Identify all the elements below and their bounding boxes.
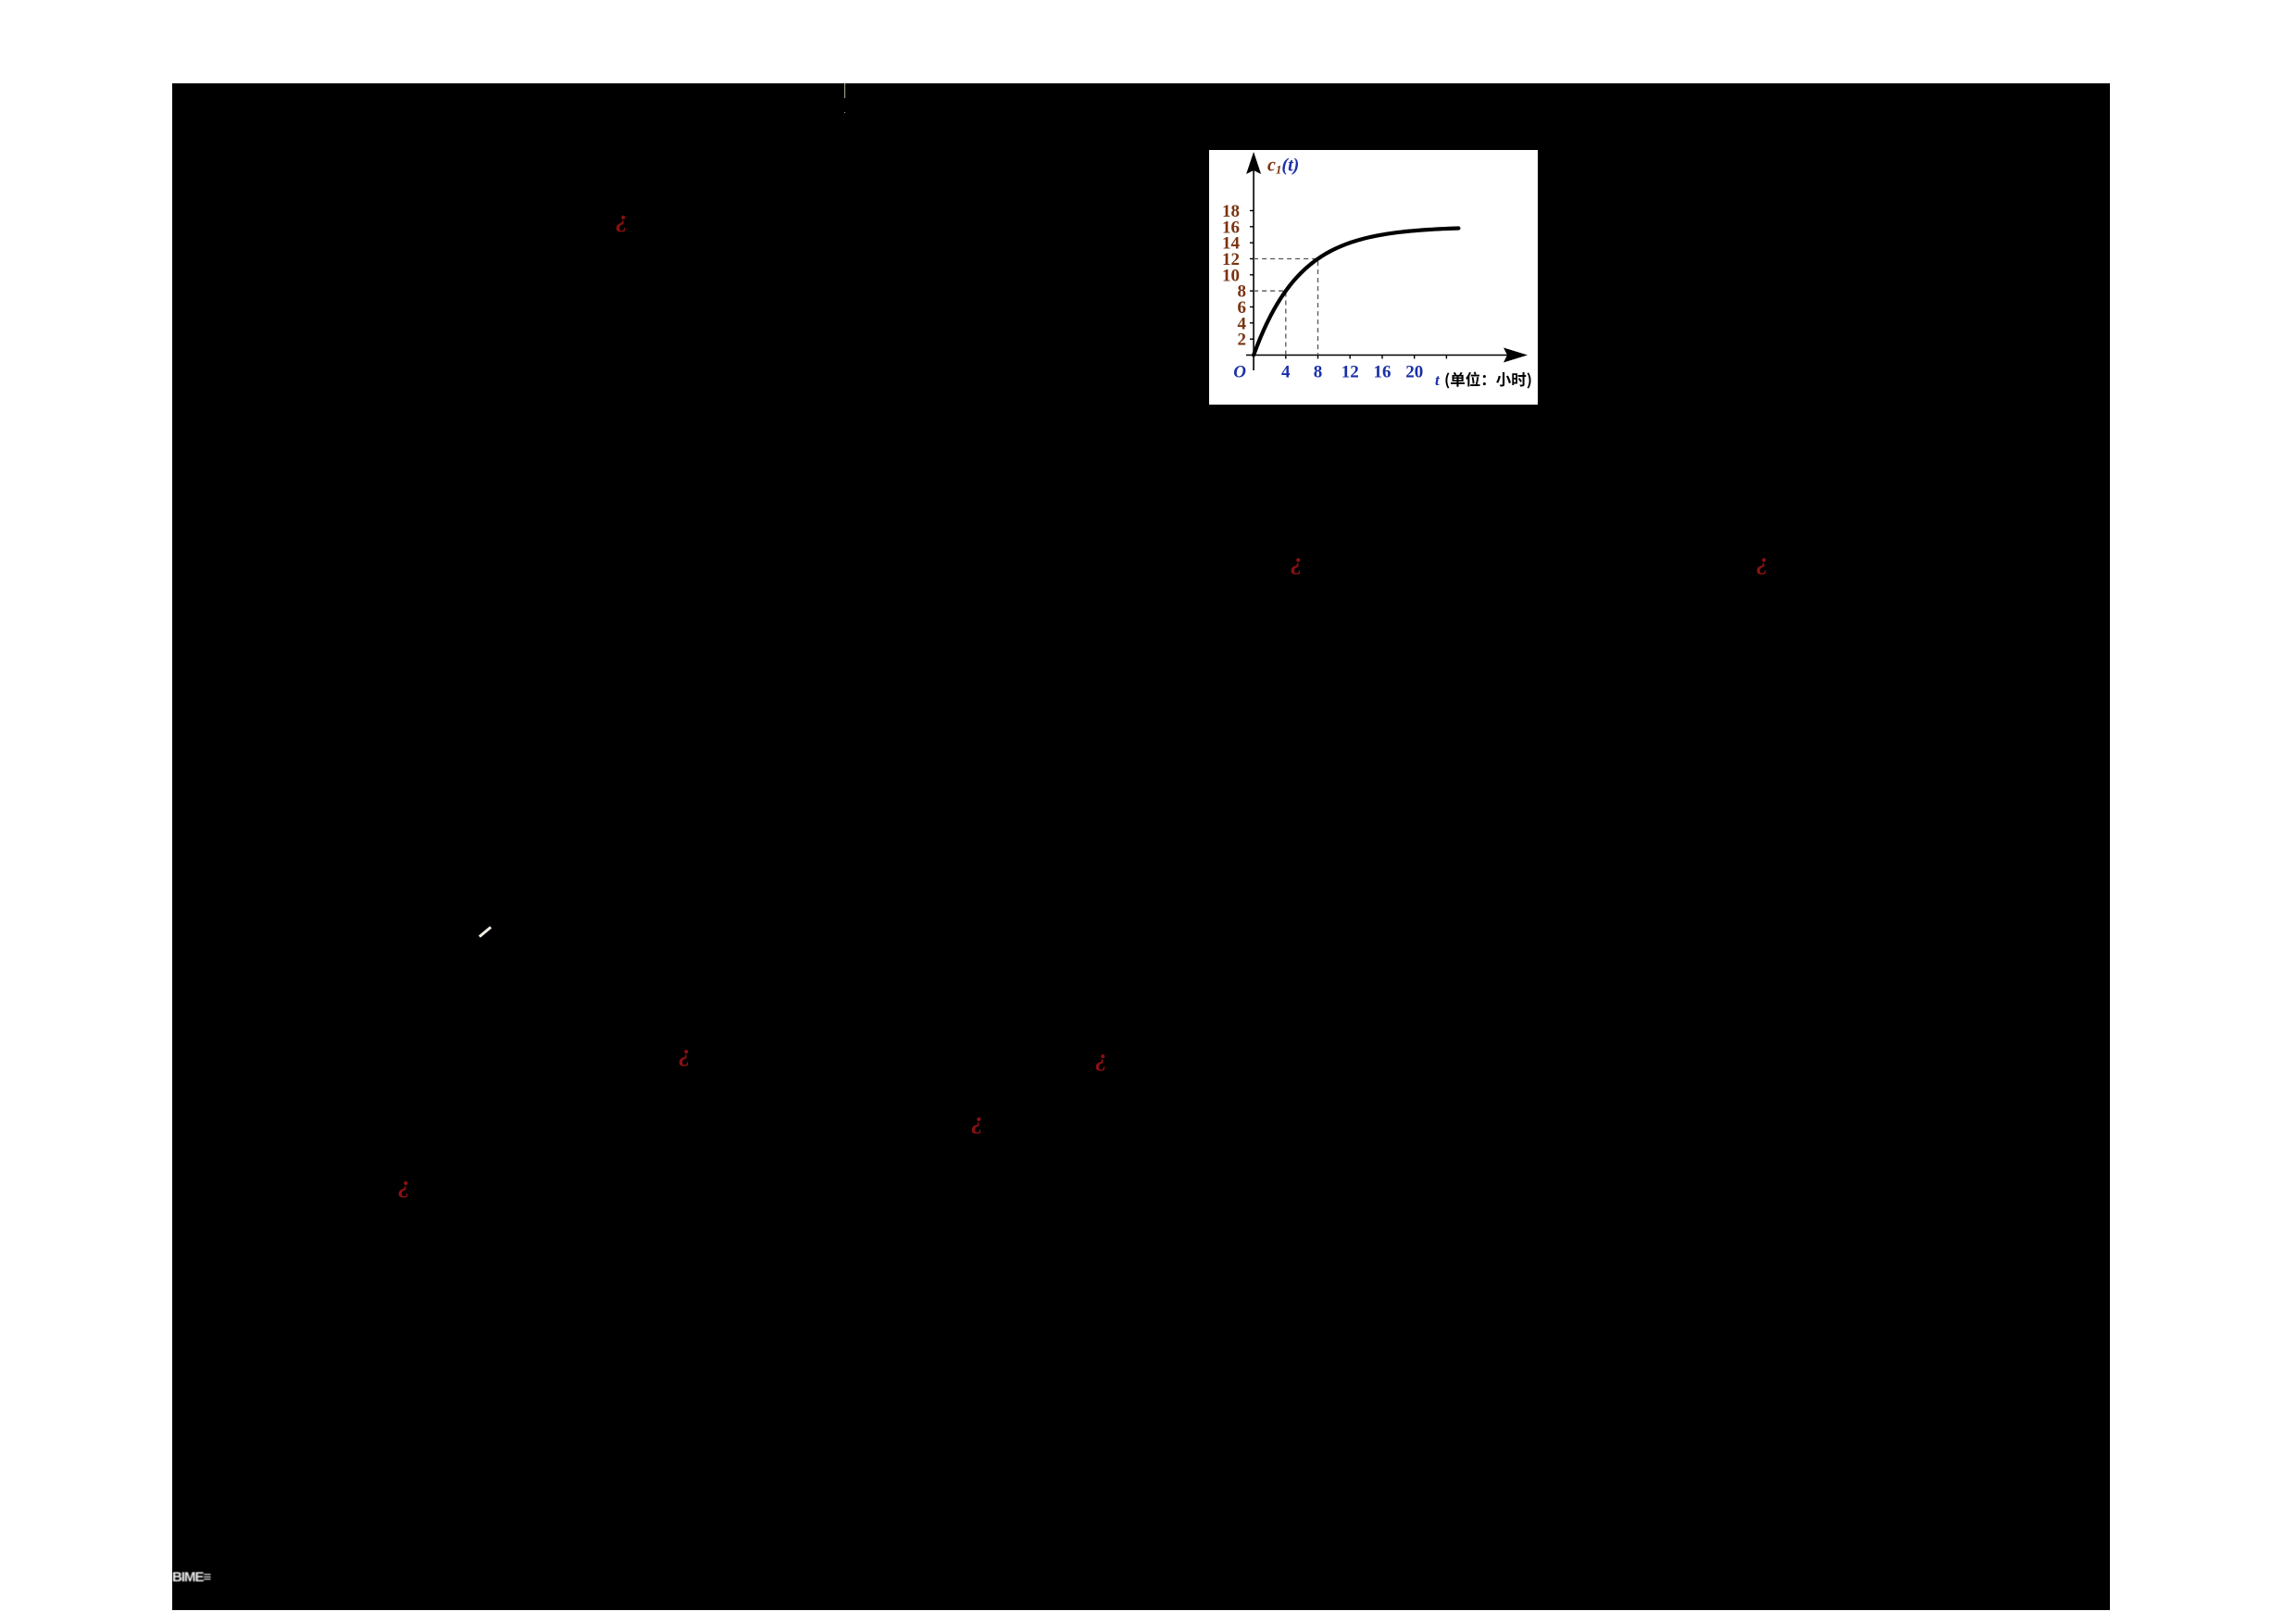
svg-text:18: 18 [1222, 202, 1240, 221]
svg-text:O: O [1233, 363, 1246, 382]
svg-text:16: 16 [1374, 363, 1391, 382]
svg-text:c1(t): c1(t) [1267, 156, 1299, 177]
svg-text:(单位：小时): (单位：小时) [1444, 368, 1532, 390]
svg-text:t: t [1435, 371, 1441, 389]
svg-text:4: 4 [1281, 363, 1291, 382]
svg-text:8: 8 [1314, 363, 1323, 382]
svg-text:12: 12 [1341, 363, 1359, 382]
svg-text:20: 20 [1405, 363, 1423, 382]
